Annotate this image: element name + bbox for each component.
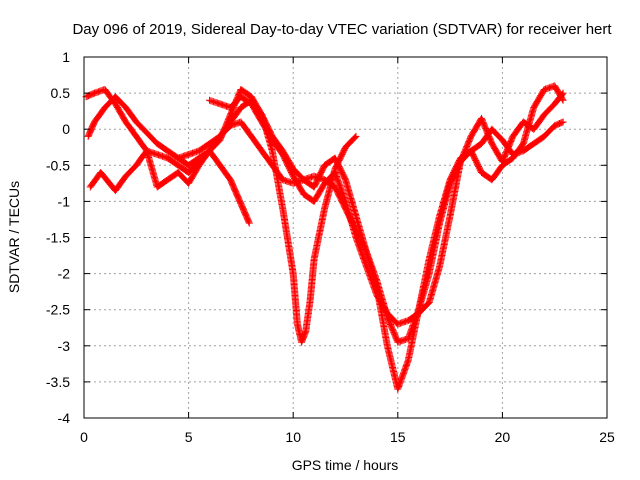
y-tick-label: -1: [58, 193, 71, 209]
y-tick-label: 1: [62, 49, 70, 65]
x-axis-label: GPS time / hours: [292, 457, 399, 473]
y-tick-label: 0: [62, 121, 70, 137]
y-tick-label: -0.5: [46, 157, 70, 173]
y-tick-labels: -4 -3.5 -3 -2.5 -2 -1.5 -1 -0.5 0 0.5 1: [46, 49, 70, 426]
x-tick-label: 0: [80, 429, 88, 445]
x-tick-label: 15: [390, 429, 406, 445]
x-tick-label: 5: [185, 429, 193, 445]
x-tick-labels: 0 5 10 15 20 25: [80, 429, 615, 445]
y-tick-label: -3: [58, 338, 71, 354]
y-axis-label: SDTVAR / TECUs: [6, 181, 22, 293]
series-5-markers: [206, 89, 567, 328]
data-points: [82, 82, 567, 393]
y-tick-label: -2: [58, 266, 71, 282]
y-tick-label: -4: [58, 410, 71, 426]
y-tick-label: -2.5: [46, 302, 70, 318]
y-tick-label: -3.5: [46, 374, 70, 390]
x-tick-label: 25: [599, 429, 615, 445]
chart-title: Day 096 of 2019, Sidereal Day-to-day VTE…: [72, 21, 612, 38]
grid: [84, 57, 607, 418]
series-5: [206, 89, 567, 328]
y-tick-label: -1.5: [46, 230, 70, 246]
series-2-markers: [84, 86, 360, 346]
ticks: [83, 56, 608, 419]
x-tick-label: 20: [495, 429, 511, 445]
series-2: [84, 86, 360, 346]
x-tick-label: 10: [285, 429, 301, 445]
y-tick-label: 0.5: [51, 85, 71, 101]
